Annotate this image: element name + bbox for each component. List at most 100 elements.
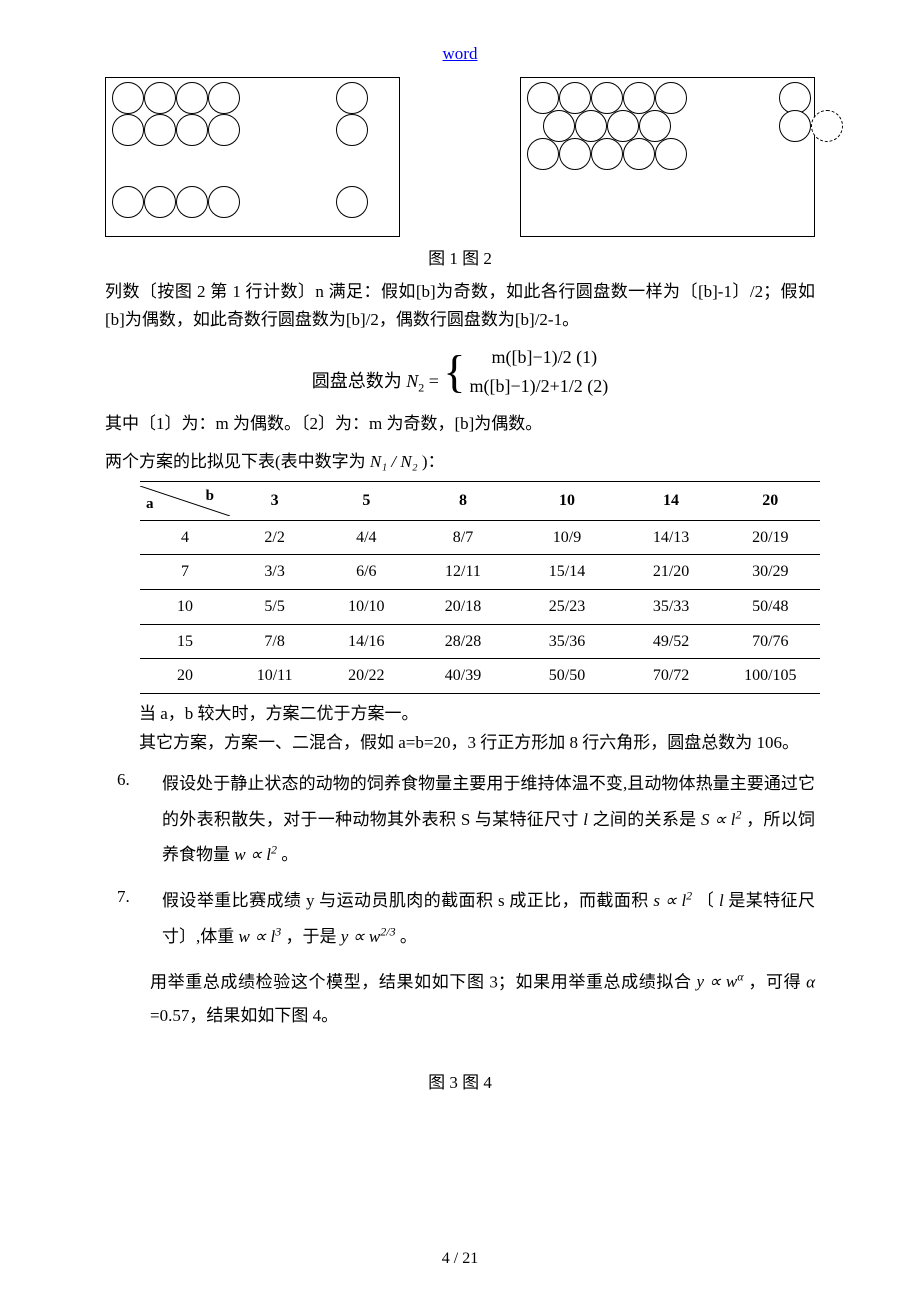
circle-icon: [607, 110, 639, 142]
circle-icon: [655, 138, 687, 170]
table-col-header: 14: [622, 481, 721, 520]
table-diag-cell: ab: [140, 486, 230, 516]
item-6-num: 6.: [105, 766, 162, 873]
figure-row: [105, 77, 815, 237]
circle-icon: [176, 82, 208, 114]
table-cell: 50/50: [513, 659, 622, 694]
table-row-header: 10: [140, 589, 230, 624]
table-cell: 30/29: [721, 555, 820, 590]
circle-icon: [208, 186, 240, 218]
table-row-header: 4: [140, 520, 230, 555]
table-cell: 10/10: [319, 589, 413, 624]
table-cell: 20/22: [319, 659, 413, 694]
table-col-header: 3: [230, 481, 319, 520]
circle-icon: [527, 138, 559, 170]
circle-icon: [575, 110, 607, 142]
table-cell: 100/105: [721, 659, 820, 694]
paragraph-1: 列数〔按图 2 第 1 行计数〕n 满足：假如[b]为奇数，如此各行圆盘数一样为…: [105, 278, 815, 332]
table-cell: 20/18: [413, 589, 512, 624]
item-7-num: 7.: [105, 883, 162, 954]
table-row-header: 20: [140, 659, 230, 694]
circle-icon: [144, 82, 176, 114]
table-cell: 25/23: [513, 589, 622, 624]
table-cell: 2/2: [230, 520, 319, 555]
after-table-2: 其它方案，方案一、二混合，假如 a=b=20，3 行正方形加 8 行六角形，圆盘…: [105, 729, 815, 756]
table-cell: 70/76: [721, 624, 820, 659]
p3-math: N₁ / N₂: [370, 452, 418, 471]
formula-line-2: m([b]−1)/2+1/2 (2): [469, 372, 608, 401]
circle-icon: [655, 82, 687, 114]
circle-icon: [144, 186, 176, 218]
table-cell: 49/52: [622, 624, 721, 659]
brace-icon: {: [443, 352, 465, 392]
formula-label: 圆盘总数为: [312, 371, 402, 391]
p3-prefix: 两个方案的比拟见下表(表中数字为: [105, 452, 366, 471]
table-row: 73/36/612/1115/1421/2030/29: [140, 555, 820, 590]
circle-icon: [112, 82, 144, 114]
table-row-header: 15: [140, 624, 230, 659]
circle-icon: [639, 110, 671, 142]
formula-eq: =: [429, 371, 444, 391]
item-7: 7. 假设举重比赛成绩 y 与运动员肌肉的截面积 s 成正比，而截面积 s ∝ …: [105, 883, 815, 954]
table-row-header: 7: [140, 555, 230, 590]
circle-icon: [543, 110, 575, 142]
table-cell: 5/5: [230, 589, 319, 624]
table-cell: 4/4: [319, 520, 413, 555]
table-row: 157/814/1628/2835/3649/5270/76: [140, 624, 820, 659]
circle-icon: [112, 114, 144, 146]
table-col-header: 20: [721, 481, 820, 520]
circle-icon: [527, 82, 559, 114]
circle-icon: [559, 138, 591, 170]
table-cell: 15/14: [513, 555, 622, 590]
table-cell: 28/28: [413, 624, 512, 659]
circle-icon: [591, 82, 623, 114]
circle-icon: [208, 82, 240, 114]
table-col-header: 8: [413, 481, 512, 520]
comparison-table: ab35810142042/24/48/710/914/1320/1973/36…: [105, 481, 815, 694]
circle-icon: [336, 82, 368, 114]
table-cell: 14/16: [319, 624, 413, 659]
item-6-body: 假设处于静止状态的动物的饲养食物量主要用于维持体温不变,且动物体热量主要通过它的…: [162, 766, 815, 873]
page-footer: 4 / 21: [0, 1246, 920, 1272]
diag-a: a: [146, 492, 154, 516]
table-row: 42/24/48/710/914/1320/19: [140, 520, 820, 555]
table-cell: 7/8: [230, 624, 319, 659]
circle-icon: [623, 82, 655, 114]
item-7-after: 用举重总成绩检验这个模型，结果如如下图 3；如果用举重总成绩拟合 y ∝ wα …: [150, 965, 815, 1034]
table-cell: 20/19: [721, 520, 820, 555]
circle-icon: [176, 114, 208, 146]
paragraph-3: 两个方案的比拟见下表(表中数字为 N₁ / N₂ )：: [105, 448, 815, 475]
table-cell: 10/11: [230, 659, 319, 694]
formula-N2: 圆盘总数为 N2 = { m([b]−1)/2 (1) m([b]−1)/2+1…: [105, 343, 815, 401]
table-cell: 8/7: [413, 520, 512, 555]
p3-suffix: )：: [422, 452, 445, 471]
table-cell: 21/20: [622, 555, 721, 590]
table-cell: 70/72: [622, 659, 721, 694]
item-7-body: 假设举重比赛成绩 y 与运动员肌肉的截面积 s 成正比，而截面积 s ∝ l2 …: [162, 883, 815, 954]
table-col-header: 5: [319, 481, 413, 520]
formula-line-1: m([b]−1)/2 (1): [469, 343, 608, 372]
page: word 图 1 图 2 列数〔按图 2 第 1 行计数〕n 满足：假如[b]为…: [0, 0, 920, 1300]
circle-icon: [112, 186, 144, 218]
diag-b: b: [206, 484, 214, 508]
table-cell: 10/9: [513, 520, 622, 555]
figure-caption-1-2: 图 1 图 2: [105, 245, 815, 272]
formula-N: N: [406, 371, 418, 391]
circle-icon: [336, 186, 368, 218]
table-col-header: 10: [513, 481, 622, 520]
table-cell: 35/33: [622, 589, 721, 624]
table-cell: 14/13: [622, 520, 721, 555]
table-cell: 12/11: [413, 555, 512, 590]
table-cell: 40/39: [413, 659, 512, 694]
circle-dashed-icon: [811, 110, 843, 142]
table-cell: 50/48: [721, 589, 820, 624]
item-6: 6. 假设处于静止状态的动物的饲养食物量主要用于维持体温不变,且动物体热量主要通…: [105, 766, 815, 873]
circle-icon: [623, 138, 655, 170]
circle-icon: [144, 114, 176, 146]
header-link[interactable]: word: [105, 40, 815, 67]
after-table-1: 当 a，b 较大时，方案二优于方案一。: [105, 700, 815, 727]
table-row: 2010/1120/2240/3950/5070/72100/105: [140, 659, 820, 694]
table-cell: 35/36: [513, 624, 622, 659]
figure-2: [520, 77, 815, 237]
table-cell: 6/6: [319, 555, 413, 590]
